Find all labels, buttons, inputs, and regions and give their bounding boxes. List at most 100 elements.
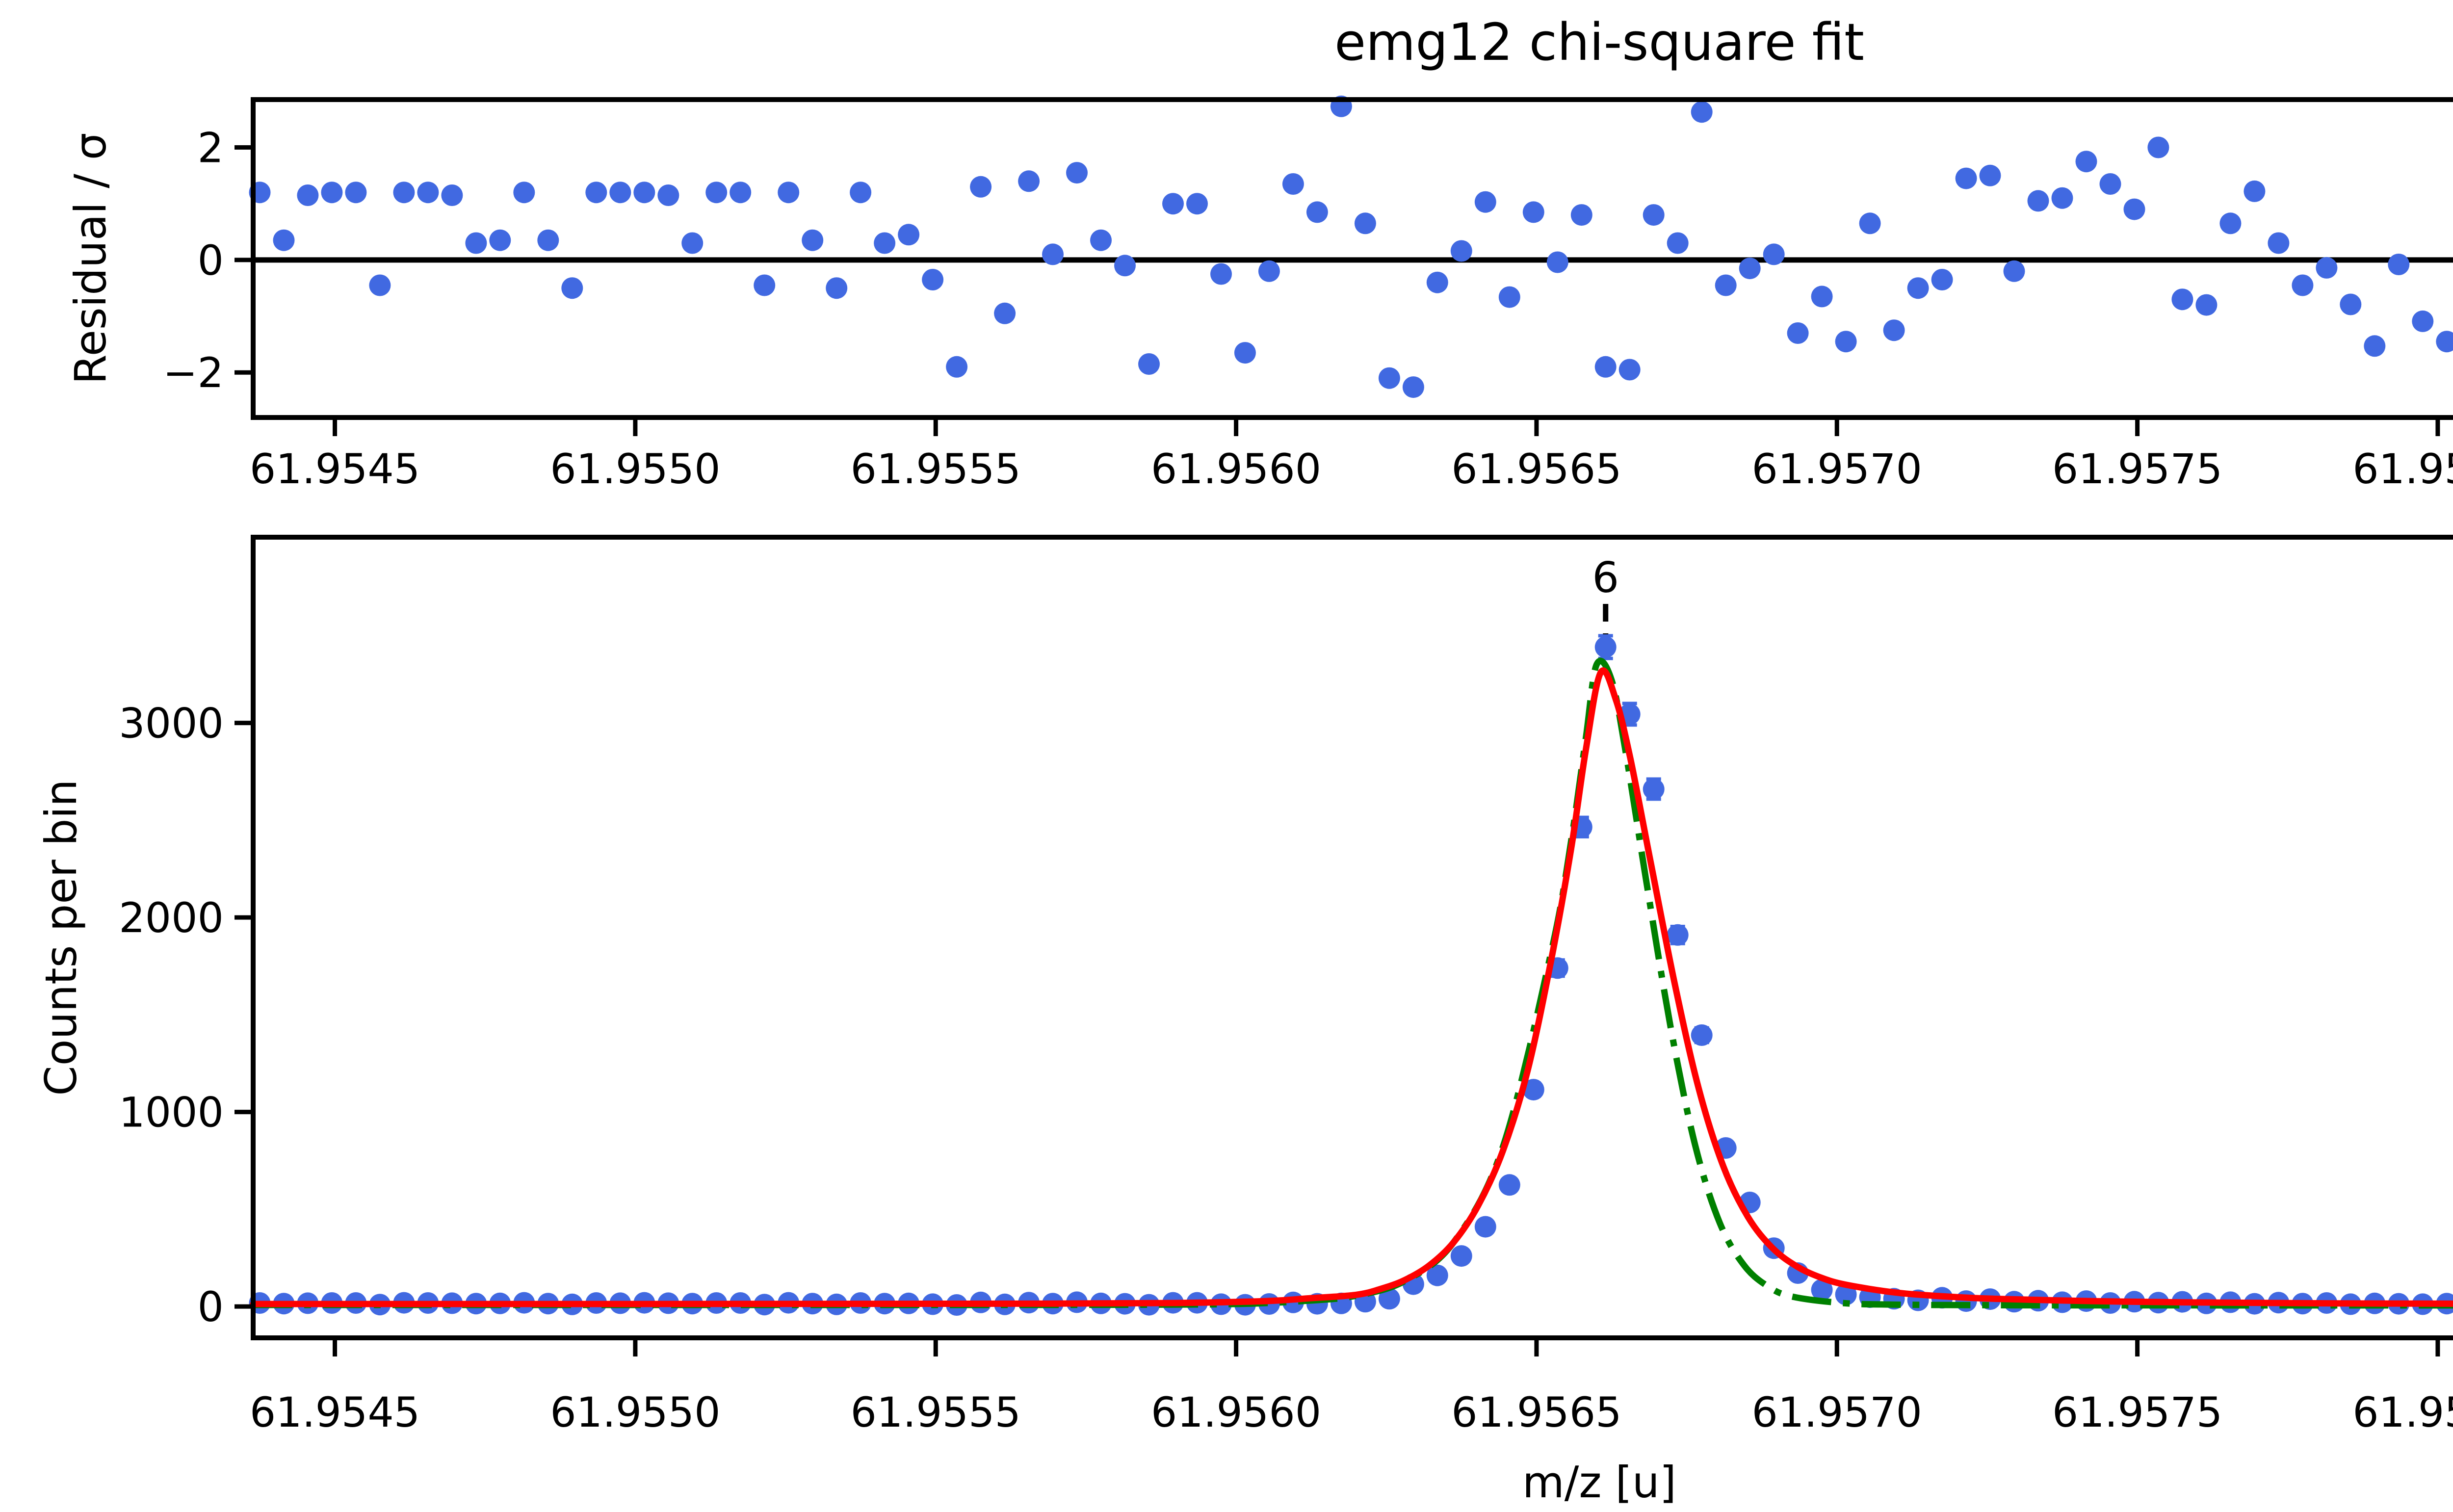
residual-point bbox=[1162, 193, 1184, 215]
residual-point bbox=[2219, 212, 2242, 235]
residual-point bbox=[1138, 353, 1160, 375]
x-tick-label: 61.9545 bbox=[250, 1388, 420, 1436]
residual-point bbox=[2388, 254, 2410, 275]
data-point bbox=[1835, 1283, 1857, 1305]
residual-point bbox=[1787, 322, 1809, 344]
x-tick-label: 61.9555 bbox=[851, 1388, 1021, 1436]
residual-point bbox=[537, 229, 559, 251]
residual-point bbox=[730, 182, 752, 204]
x-tick-label: 61.9560 bbox=[1151, 445, 1321, 493]
residual-point bbox=[465, 232, 487, 254]
residual-point bbox=[2340, 293, 2362, 315]
residual-point bbox=[1739, 258, 1761, 280]
residual-point bbox=[2244, 180, 2266, 202]
residual-point bbox=[1378, 367, 1400, 389]
residual-point bbox=[1282, 173, 1304, 195]
residual-point bbox=[2051, 187, 2073, 209]
residual-point bbox=[1402, 376, 1424, 398]
residual-point bbox=[417, 182, 439, 204]
peak-annotation-label: 6 bbox=[1592, 553, 1619, 602]
x-tick-label: 61.9555 bbox=[851, 445, 1021, 493]
residual-point bbox=[754, 274, 776, 296]
y-tick-label: 1000 bbox=[119, 1089, 224, 1137]
x-tick-label: 61.9545 bbox=[250, 445, 420, 493]
axes-spines bbox=[251, 535, 2453, 1340]
residual-point bbox=[946, 356, 968, 378]
residual-point bbox=[1498, 286, 1520, 308]
residual-point bbox=[2123, 198, 2145, 220]
data-point bbox=[1811, 1279, 1833, 1301]
data-point bbox=[1691, 1024, 1713, 1046]
residual-point bbox=[2099, 173, 2121, 195]
x-tick-label: 61.9565 bbox=[1451, 1388, 1621, 1436]
residual-point bbox=[1979, 164, 2001, 186]
residual-point bbox=[1570, 204, 1592, 226]
residual-point bbox=[513, 182, 535, 204]
x-tick-label: 61.9565 bbox=[1451, 445, 1621, 493]
residual-point bbox=[1210, 263, 1232, 285]
x-tick-label: 61.9570 bbox=[1752, 1388, 1922, 1436]
residual-point bbox=[1090, 229, 1112, 251]
best-fit-curve bbox=[250, 667, 2453, 1307]
y-tick-label: −2 bbox=[163, 349, 224, 397]
residual-point bbox=[297, 184, 319, 206]
residual-point bbox=[2075, 151, 2097, 173]
spectrum-x-axis-label: m/z [u] bbox=[1522, 1457, 1676, 1508]
residual-point bbox=[1883, 319, 1905, 341]
residual-point bbox=[898, 224, 920, 246]
residual-point bbox=[802, 229, 824, 251]
residual-point bbox=[1594, 356, 1617, 378]
data-point bbox=[1474, 1216, 1496, 1238]
y-tick-label: 2 bbox=[198, 124, 224, 172]
x-tick-label: 61.9550 bbox=[550, 445, 720, 493]
residual-point bbox=[2268, 232, 2290, 254]
residual-point bbox=[2412, 310, 2434, 332]
residual-point bbox=[1667, 232, 1689, 254]
residual-point bbox=[1042, 243, 1064, 265]
x-tick-label: 61.9580 bbox=[2352, 1388, 2453, 1436]
residual-point bbox=[633, 182, 655, 204]
residual-point bbox=[994, 302, 1016, 324]
residual-point bbox=[1186, 193, 1208, 215]
residual-point bbox=[1474, 191, 1496, 213]
residual-point bbox=[2003, 260, 2025, 282]
residual-point bbox=[1618, 359, 1641, 381]
residual-point bbox=[1258, 260, 1280, 282]
residual-point bbox=[1811, 286, 1833, 308]
residual-point bbox=[1546, 251, 1568, 273]
residual-point bbox=[441, 184, 463, 206]
residual-point bbox=[2195, 294, 2218, 316]
residual-panel: 61.9545 61.9550 61.9555 61.9560 61.9565 61.95… bbox=[163, 95, 2453, 493]
x-tick-label: 61.9580 bbox=[2352, 445, 2453, 493]
residual-point bbox=[1426, 271, 1448, 293]
residual-point bbox=[922, 269, 944, 290]
residual-point bbox=[2171, 288, 2193, 311]
residual-point bbox=[1522, 201, 1544, 223]
y-tick-label: 2000 bbox=[119, 894, 224, 942]
residual-point bbox=[1450, 240, 1472, 262]
residual-point bbox=[1955, 167, 1977, 189]
residual-point bbox=[970, 176, 992, 198]
x-tick-label: 61.9575 bbox=[2052, 1388, 2222, 1436]
residual-point bbox=[1643, 204, 1665, 226]
residual-point bbox=[874, 232, 896, 254]
figure-title: emg12 chi-square fit bbox=[1334, 12, 1864, 72]
y-tick-label: 3000 bbox=[119, 700, 224, 748]
x-tick-label: 61.9570 bbox=[1752, 445, 1922, 493]
y-tick-label: 0 bbox=[198, 236, 224, 285]
residual-point bbox=[705, 182, 728, 204]
residual-point bbox=[1114, 255, 1136, 277]
data-point bbox=[1522, 1079, 1544, 1101]
residual-point bbox=[1715, 274, 1737, 296]
residual-point bbox=[778, 182, 800, 204]
data-point bbox=[1426, 1264, 1448, 1286]
x-tick-label: 61.9550 bbox=[550, 1388, 720, 1436]
residual-point bbox=[1066, 162, 1088, 184]
y-tick-label: 0 bbox=[198, 1283, 224, 1331]
peak-annotation: 6 bbox=[1592, 553, 1619, 634]
residual-point bbox=[609, 182, 631, 204]
residual-point bbox=[561, 277, 583, 299]
residual-point bbox=[2436, 331, 2453, 353]
